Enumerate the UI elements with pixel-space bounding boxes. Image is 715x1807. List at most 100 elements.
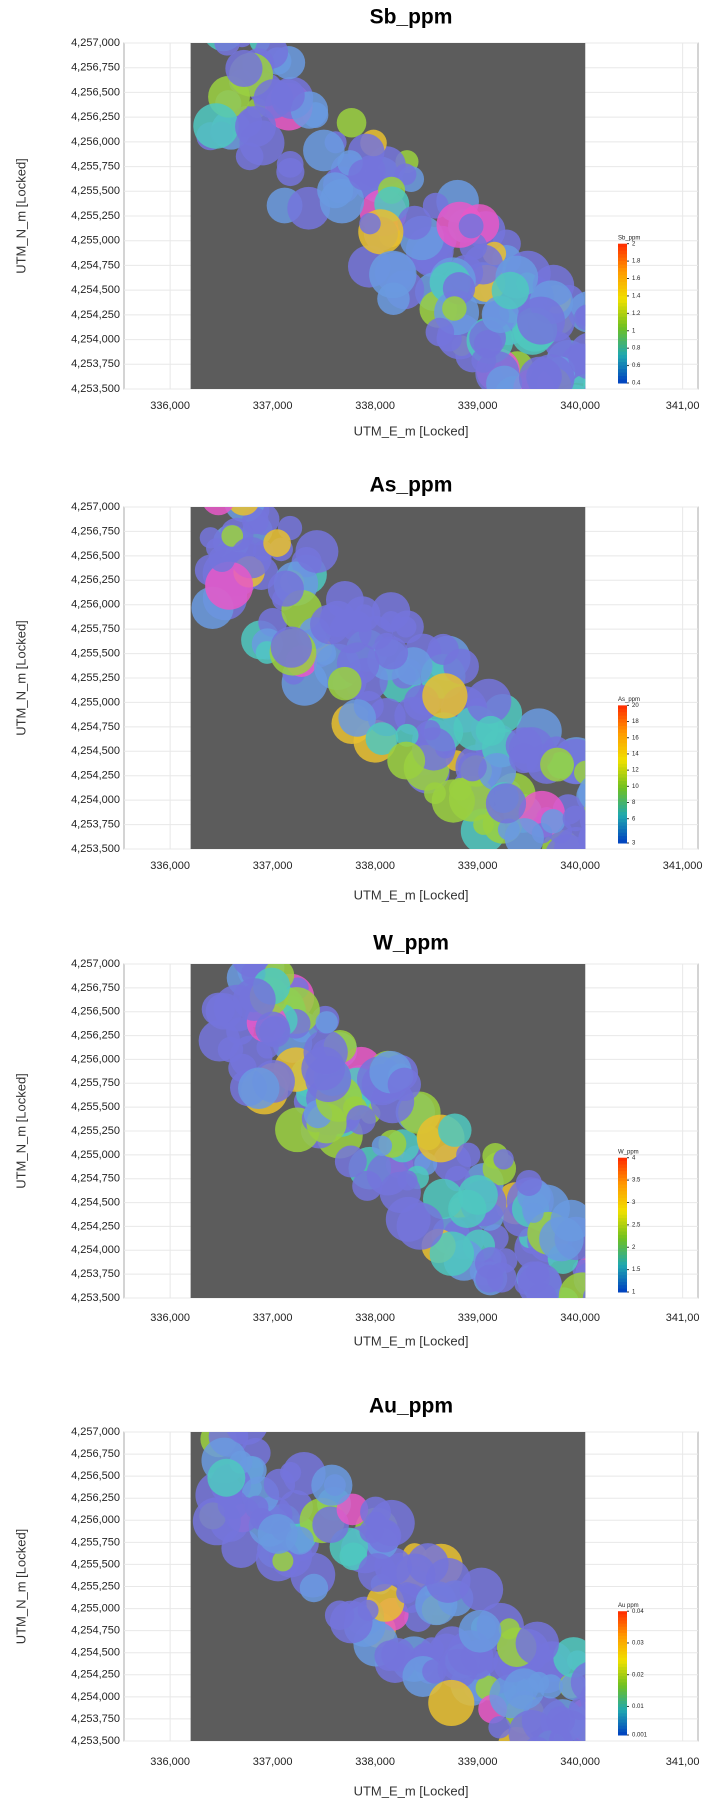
colorbar-band	[618, 812, 627, 816]
y-tick-label: 4,254,500	[71, 1647, 120, 1659]
colorbar-band	[618, 1639, 627, 1643]
surface-blob	[407, 1543, 448, 1584]
colorbar-band	[618, 1185, 627, 1189]
colorbar-band	[618, 1658, 627, 1662]
y-tick-label: 4,256,750	[71, 1448, 120, 1460]
y-tick-label: 4,254,750	[71, 259, 120, 271]
colorbar-band	[618, 1704, 627, 1708]
surface-blob	[397, 1203, 444, 1250]
colorbar-band	[618, 1285, 627, 1289]
surface-blob	[533, 1307, 555, 1329]
surface-blob	[459, 1610, 502, 1653]
colorbar-tick-label: 10	[632, 784, 639, 790]
surface-blob	[203, 1383, 237, 1417]
colorbar-band	[618, 244, 627, 248]
colorbar-band	[618, 1188, 627, 1192]
surface-blob	[268, 571, 304, 607]
colorbar-band	[618, 320, 627, 324]
colorbar-band	[618, 324, 627, 328]
colorbar-band	[618, 272, 627, 276]
colorbar-band	[618, 736, 627, 740]
y-axis-label: UTM_N_m [Locked]	[13, 620, 28, 736]
surface-blob	[449, 778, 472, 801]
surface-blob	[540, 748, 574, 782]
y-tick-label: 4,255,500	[71, 1101, 120, 1113]
y-tick-label: 4,256,500	[71, 1470, 120, 1482]
y-tick-label: 4,254,000	[71, 1244, 120, 1256]
surface-blob	[374, 1641, 404, 1671]
x-tick-label: 341,00	[666, 1756, 700, 1768]
surface-blob	[271, 626, 312, 667]
y-tick-label: 4,253,500	[71, 1735, 120, 1747]
colorbar-band	[618, 1611, 627, 1615]
colorbar-band	[618, 1262, 627, 1266]
x-tick-label: 338,000	[355, 1312, 395, 1324]
x-tick-label: 336,000	[150, 400, 190, 412]
surface-blob	[473, 814, 494, 835]
surface-blob	[388, 1068, 421, 1101]
surface-blob	[571, 415, 610, 454]
surface-blob	[369, 1500, 415, 1546]
colorbar-band	[618, 299, 627, 303]
surface-blob	[493, 1149, 513, 1169]
y-tick-label: 4,253,500	[71, 383, 120, 395]
colorbar-band	[618, 1682, 627, 1686]
colorbar-band	[618, 1242, 627, 1246]
colorbar-band	[618, 1726, 627, 1730]
y-tick-label: 4,254,000	[71, 1691, 120, 1703]
y-tick-label: 4,253,750	[71, 1268, 120, 1280]
surface-blob	[426, 318, 455, 347]
colorbar-band	[618, 1228, 627, 1232]
y-tick-label: 4,257,000	[71, 37, 120, 49]
y-tick-label: 4,253,500	[71, 843, 120, 855]
y-tick-label: 4,254,250	[71, 770, 120, 782]
colorbar-band	[618, 1729, 627, 1733]
x-axis-label: UTM_E_m [Locked]	[354, 1333, 469, 1348]
colorbar-band	[618, 1698, 627, 1702]
colorbar-label: Sb_ppm	[618, 235, 640, 241]
colorbar-tick-label: 18	[632, 719, 639, 725]
surface-blob	[225, 50, 262, 87]
colorbar-band	[618, 334, 627, 338]
colorbar-band	[618, 1198, 627, 1202]
y-tick-label: 4,256,500	[71, 1006, 120, 1018]
colorbar-band	[618, 251, 627, 255]
surface-blob	[263, 529, 291, 557]
colorbar-band	[618, 1195, 627, 1199]
surface-blob	[492, 272, 529, 309]
colorbar-band	[618, 310, 627, 314]
x-tick-label: 337,000	[253, 860, 293, 872]
y-tick-label: 4,253,750	[71, 1713, 120, 1725]
colorbar-band	[618, 1175, 627, 1179]
surface-blob	[512, 1745, 534, 1767]
surface-blob	[486, 783, 526, 823]
y-tick-label: 4,256,500	[71, 86, 120, 98]
x-tick-label: 341,00	[666, 400, 700, 412]
panel: W_ppm336,000337,000338,000339,000340,000…	[13, 921, 699, 1376]
colorbar-band	[618, 829, 627, 833]
x-axis-label: UTM_E_m [Locked]	[354, 887, 469, 902]
colorbar-band	[618, 750, 627, 754]
surface-blob	[375, 636, 408, 669]
x-tick-label: 339,000	[458, 400, 498, 412]
colorbar-band	[618, 788, 627, 792]
colorbar-band	[618, 1701, 627, 1705]
y-tick-label: 4,256,250	[71, 1029, 120, 1041]
colorbar-band	[618, 1617, 627, 1621]
colorbar-band	[618, 1673, 627, 1677]
colorbar-band	[618, 1713, 627, 1717]
y-tick-label: 4,255,500	[71, 1558, 120, 1570]
surface-blob	[387, 742, 425, 780]
surface-blob	[555, 419, 585, 449]
y-tick-label: 4,257,000	[71, 1426, 120, 1438]
y-tick-label: 4,256,750	[71, 62, 120, 74]
surface-blob	[517, 398, 541, 422]
chart-title: W_ppm	[373, 932, 449, 955]
colorbar-band	[618, 1265, 627, 1269]
colorbar-tick-label: 1.4	[632, 294, 641, 300]
surface-blob	[486, 366, 522, 402]
colorbar-band	[618, 1238, 627, 1242]
colorbar-band	[618, 313, 627, 317]
colorbar-tick-label: 1.8	[632, 259, 641, 265]
